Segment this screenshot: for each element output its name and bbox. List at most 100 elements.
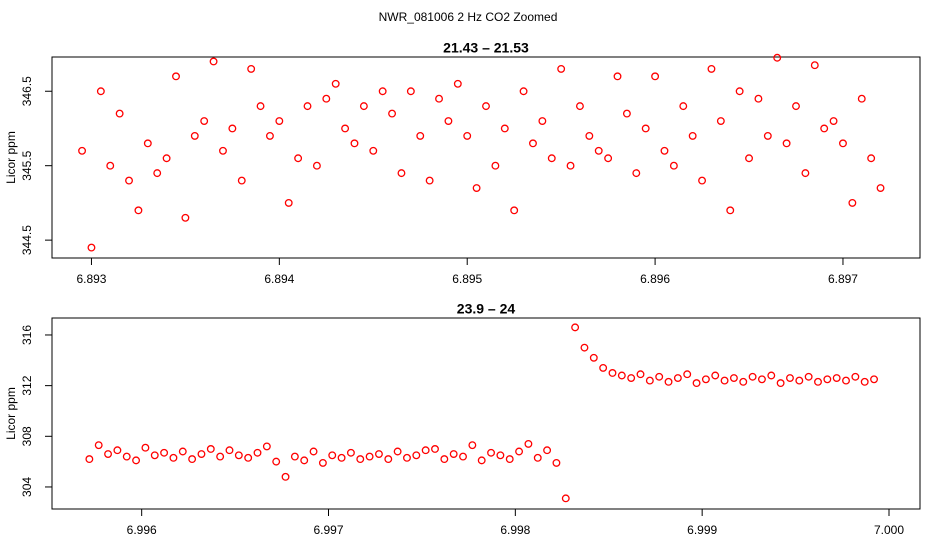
point <box>244 453 253 462</box>
point <box>365 452 374 461</box>
point <box>449 450 458 458</box>
point <box>341 124 350 133</box>
point <box>529 139 537 148</box>
point <box>141 443 150 452</box>
point <box>543 446 552 455</box>
y-tick-label: 345.5 <box>20 150 34 180</box>
point <box>337 453 346 462</box>
point <box>153 169 162 178</box>
point <box>104 450 112 458</box>
point <box>228 124 237 133</box>
point <box>645 376 654 385</box>
point <box>225 446 234 455</box>
point <box>472 184 481 192</box>
point <box>711 371 720 380</box>
point <box>748 372 757 381</box>
x-tick-label: 6.894 <box>264 272 294 286</box>
point <box>253 448 262 457</box>
point <box>739 377 748 386</box>
point <box>94 441 103 450</box>
point <box>378 87 387 96</box>
point <box>96 87 105 96</box>
point <box>820 124 829 133</box>
point <box>792 102 800 111</box>
point <box>814 377 822 386</box>
point <box>754 94 763 103</box>
point <box>312 161 321 170</box>
point <box>773 53 782 62</box>
point <box>726 206 735 215</box>
point <box>172 72 180 81</box>
point <box>294 154 303 163</box>
point <box>281 472 290 481</box>
point <box>627 374 636 382</box>
point <box>425 176 434 185</box>
plot-frame <box>51 317 921 510</box>
chart-title: 21.43 – 21.53 <box>443 40 529 56</box>
point <box>406 87 415 96</box>
point <box>247 64 256 73</box>
point <box>491 161 500 170</box>
y-axis-label: Licor ppm <box>4 387 18 440</box>
point <box>566 161 575 170</box>
point <box>303 102 312 111</box>
point <box>585 131 594 140</box>
point <box>384 455 393 464</box>
point <box>515 447 524 456</box>
point <box>776 379 785 388</box>
point <box>608 369 617 377</box>
point <box>85 455 94 464</box>
point <box>113 446 122 455</box>
point <box>237 176 246 185</box>
point <box>356 455 365 464</box>
point <box>331 79 340 88</box>
x-tick-label: 6.896 <box>640 272 670 286</box>
point <box>810 61 819 70</box>
point <box>78 146 87 155</box>
point <box>262 442 271 451</box>
point <box>463 131 472 140</box>
point <box>580 343 589 352</box>
point <box>519 87 528 96</box>
point <box>604 154 613 163</box>
chart-title: 23.9 – 24 <box>457 301 516 317</box>
point <box>359 102 368 111</box>
point <box>782 139 791 148</box>
point <box>870 375 878 384</box>
point <box>547 154 556 163</box>
point <box>552 458 561 467</box>
point <box>416 131 425 140</box>
x-tick-label: 6.998 <box>500 523 530 537</box>
y-tick-label: 316 <box>20 325 34 345</box>
point <box>272 457 281 466</box>
point <box>679 102 688 111</box>
point <box>431 445 439 453</box>
point <box>651 72 660 81</box>
point <box>369 146 378 155</box>
point <box>860 377 869 386</box>
point <box>500 124 509 133</box>
point <box>848 198 857 207</box>
x-tick-label: 6.996 <box>127 523 157 537</box>
point <box>256 102 265 111</box>
point <box>219 146 227 155</box>
point <box>169 453 178 462</box>
x-tick-label: 7.000 <box>874 523 904 537</box>
y-tick-label: 346.5 <box>20 76 34 106</box>
point <box>757 375 766 384</box>
point <box>421 446 430 455</box>
point <box>209 57 218 66</box>
point <box>346 448 355 457</box>
point <box>134 206 143 215</box>
point <box>200 117 209 125</box>
point <box>505 455 514 464</box>
point <box>444 117 453 125</box>
point <box>106 161 115 170</box>
point <box>440 455 449 464</box>
point <box>412 451 421 460</box>
point <box>393 447 402 456</box>
point <box>664 377 673 386</box>
point <box>397 169 406 178</box>
point <box>707 64 716 73</box>
point <box>767 371 776 380</box>
